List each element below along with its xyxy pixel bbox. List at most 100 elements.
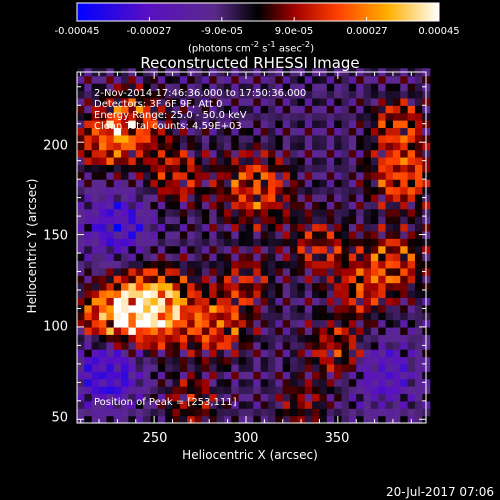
- heatmap-cell: [363, 408, 372, 417]
- heatmap-cell: [326, 193, 335, 202]
- heatmap-cell: [165, 245, 174, 254]
- heatmap-cell: [121, 120, 130, 129]
- heatmap-cell: [275, 83, 284, 92]
- heatmap-cell: [312, 245, 321, 254]
- heatmap-cell: [194, 171, 203, 180]
- heatmap-cell: [209, 312, 218, 321]
- heatmap-cell: [150, 386, 159, 395]
- heatmap-cell: [407, 120, 416, 129]
- heatmap-cell: [378, 171, 387, 180]
- heatmap-cell: [223, 400, 232, 409]
- heatmap-cell: [121, 230, 130, 239]
- heatmap-cell: [253, 341, 262, 350]
- heatmap-cell: [165, 97, 174, 106]
- heatmap-cell: [84, 408, 93, 417]
- heatmap-cell: [99, 127, 107, 136]
- heatmap-cell: [363, 326, 372, 335]
- heatmap-cell: [363, 149, 372, 158]
- heatmap-cell: [290, 304, 299, 313]
- heatmap-cell: [194, 386, 203, 395]
- heatmap-cell: [216, 371, 225, 380]
- heatmap-cell: [238, 341, 247, 350]
- heatmap-cell: [121, 334, 130, 343]
- heatmap-cell: [282, 230, 291, 239]
- heatmap-cell: [319, 193, 328, 202]
- heatmap-cell: [231, 223, 240, 232]
- heatmap-cell: [128, 253, 137, 262]
- heatmap-cell: [157, 378, 166, 387]
- heatmap-cell: [179, 289, 188, 298]
- heatmap-cell: [113, 408, 122, 417]
- heatmap-cell: [77, 164, 85, 173]
- heatmap-cell: [201, 326, 210, 335]
- heatmap-cell: [260, 193, 269, 202]
- heatmap-cell: [407, 112, 416, 121]
- heatmap-cell: [268, 120, 276, 129]
- heatmap-cell: [194, 208, 203, 217]
- heatmap-cell: [400, 319, 409, 328]
- heatmap-cell: [378, 260, 387, 269]
- heatmap-cell: [392, 179, 401, 188]
- heatmap-cell: [326, 371, 335, 380]
- heatmap-cell: [157, 186, 166, 195]
- heatmap-cell: [297, 142, 306, 151]
- heatmap-cell: [165, 112, 174, 121]
- heatmap-cell: [201, 363, 210, 372]
- heatmap-cell: [106, 341, 115, 350]
- heatmap-cell: [143, 371, 152, 380]
- heatmap-cell: [231, 238, 240, 247]
- heatmap-cell: [260, 386, 269, 395]
- heatmap-cell: [165, 260, 174, 269]
- heatmap-cell: [113, 400, 122, 409]
- heatmap-cell: [400, 186, 409, 195]
- heatmap-cell: [77, 105, 85, 114]
- heatmap-cell: [135, 223, 144, 232]
- heatmap-cell: [150, 393, 159, 402]
- heatmap-cell: [150, 75, 159, 84]
- heatmap-cell: [290, 164, 299, 173]
- heatmap-cell: [209, 253, 218, 262]
- heatmap-cell: [187, 120, 196, 129]
- heatmap-cell: [121, 83, 130, 92]
- heatmap-cell: [99, 378, 107, 387]
- heatmap-cell: [143, 282, 152, 291]
- heatmap-cell: [348, 408, 357, 417]
- heatmap-cell: [143, 216, 152, 225]
- heatmap-cell: [172, 186, 181, 195]
- heatmap-cell: [113, 356, 122, 365]
- heatmap-cell: [165, 363, 174, 372]
- heatmap-cell: [392, 238, 401, 247]
- heatmap-cell: [268, 356, 276, 365]
- heatmap-cell: [268, 90, 276, 99]
- heatmap-cell: [77, 275, 85, 284]
- heatmap-cell: [348, 282, 357, 291]
- heatmap-cell: [106, 260, 115, 269]
- heatmap-cell: [326, 312, 335, 321]
- heatmap-cell: [91, 97, 100, 106]
- heatmap-cell: [348, 97, 357, 106]
- heatmap-cell: [91, 282, 100, 291]
- heatmap-cell: [348, 127, 357, 136]
- heatmap-cell: [326, 415, 335, 424]
- heatmap-cell: [84, 341, 93, 350]
- heatmap-cell: [334, 112, 343, 121]
- heatmap-cell: [297, 253, 306, 262]
- heatmap-cell: [334, 156, 343, 165]
- heatmap-cell: [84, 149, 93, 158]
- heatmap-cell: [99, 334, 107, 343]
- heatmap-cell: [319, 171, 328, 180]
- heatmap-cell: [194, 415, 203, 424]
- heatmap-cell: [378, 400, 387, 409]
- heatmap-cell: [165, 267, 174, 276]
- heatmap-cell: [128, 134, 137, 143]
- heatmap-cell: [268, 142, 276, 151]
- heatmap-cell: [370, 127, 379, 136]
- heatmap-cell: [370, 223, 379, 232]
- heatmap-cell: [201, 393, 210, 402]
- heatmap-cell: [348, 253, 357, 262]
- heatmap-cell: [260, 408, 269, 417]
- heatmap-cell: [385, 208, 394, 217]
- heatmap-cell: [385, 149, 394, 158]
- heatmap-cell: [216, 201, 225, 210]
- heatmap-cell: [370, 97, 379, 106]
